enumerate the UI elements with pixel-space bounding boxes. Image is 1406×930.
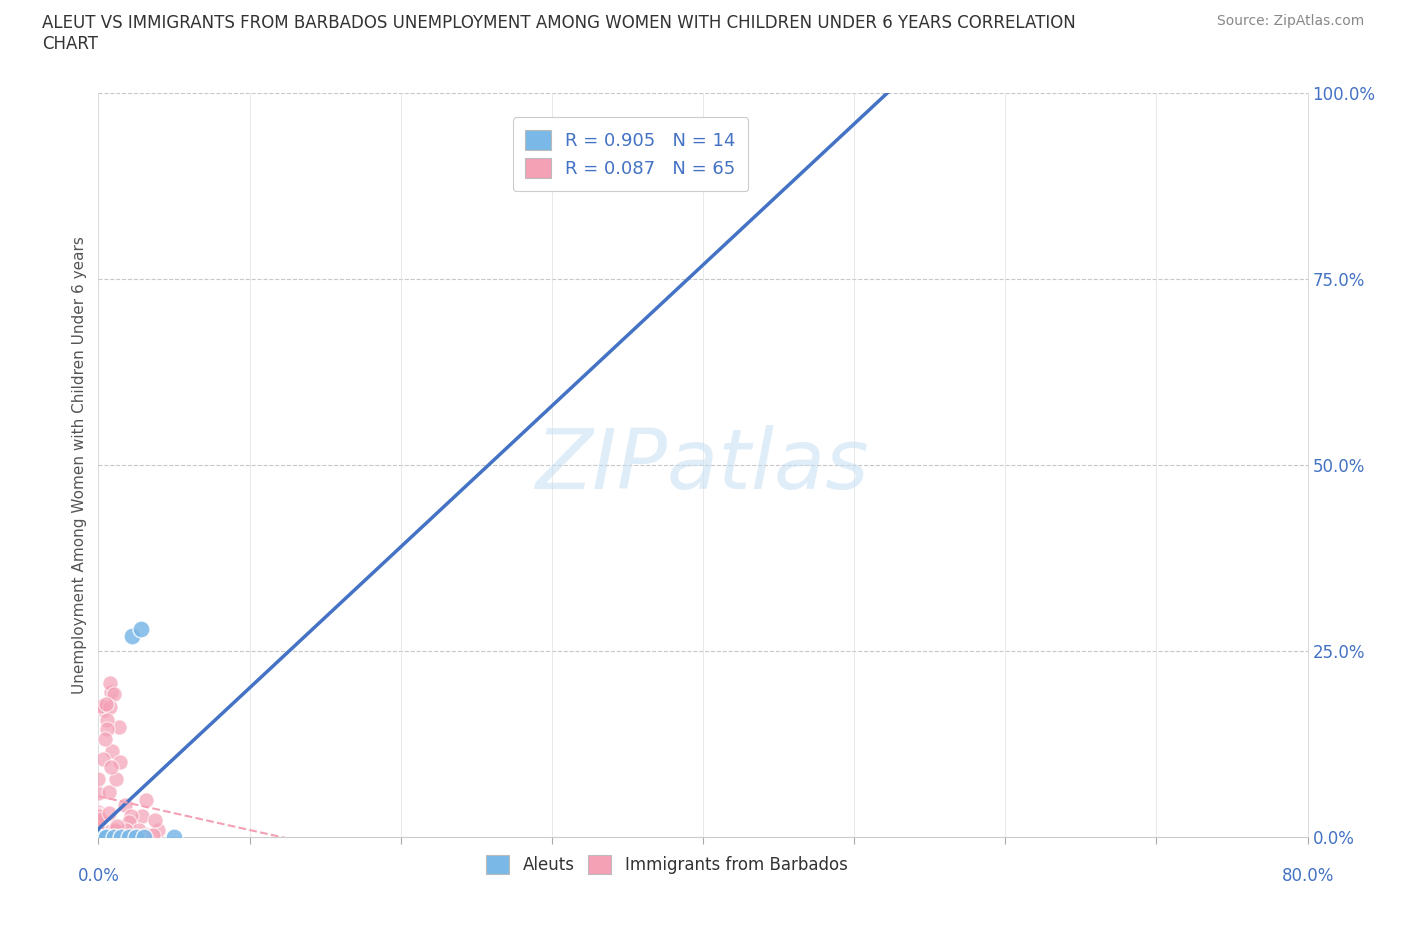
- Point: [87, 828, 110, 843]
- Point: [98, 805, 121, 820]
- Point: [110, 825, 132, 840]
- Point: [87, 808, 110, 823]
- Text: 0.0%: 0.0%: [77, 867, 120, 884]
- Point: [120, 809, 142, 824]
- Point: [91, 826, 114, 841]
- Point: [128, 822, 150, 837]
- Y-axis label: Unemployment Among Women with Children Under 6 years: Unemployment Among Women with Children U…: [72, 236, 87, 694]
- Point: [93, 731, 115, 746]
- Point: [93, 702, 115, 717]
- Point: [87, 830, 110, 844]
- Point: [87, 806, 110, 821]
- Point: [87, 786, 110, 801]
- Point: [87, 823, 110, 838]
- Point: [136, 828, 159, 843]
- Text: ALEUT VS IMMIGRANTS FROM BARBADOS UNEMPLOYMENT AMONG WOMEN WITH CHILDREN UNDER 6: ALEUT VS IMMIGRANTS FROM BARBADOS UNEMPL…: [42, 14, 1076, 32]
- Point: [135, 792, 157, 807]
- Point: [87, 813, 110, 828]
- Point: [87, 772, 110, 787]
- Point: [118, 830, 141, 844]
- Point: [114, 823, 136, 838]
- Point: [94, 830, 117, 844]
- Point: [87, 830, 110, 844]
- Point: [87, 807, 110, 822]
- Point: [94, 697, 117, 711]
- Point: [94, 830, 117, 844]
- Point: [103, 830, 125, 844]
- Point: [87, 818, 110, 833]
- Point: [104, 823, 127, 838]
- Point: [87, 811, 110, 826]
- Text: 80.0%: 80.0%: [1281, 867, 1334, 884]
- Point: [100, 824, 122, 839]
- Text: Source: ZipAtlas.com: Source: ZipAtlas.com: [1216, 14, 1364, 28]
- Point: [103, 686, 125, 701]
- Point: [87, 830, 110, 844]
- Point: [87, 830, 110, 844]
- Point: [87, 806, 110, 821]
- Point: [121, 629, 143, 644]
- Point: [98, 699, 121, 714]
- Point: [87, 819, 110, 834]
- Point: [90, 698, 112, 713]
- Point: [87, 810, 110, 825]
- Point: [142, 828, 165, 843]
- Point: [132, 830, 155, 844]
- Point: [98, 676, 121, 691]
- Point: [87, 816, 110, 830]
- Point: [87, 819, 110, 834]
- Point: [117, 815, 139, 830]
- Point: [87, 816, 110, 830]
- Point: [125, 830, 148, 844]
- Point: [104, 823, 127, 838]
- Text: CHART: CHART: [42, 35, 98, 53]
- Point: [96, 722, 118, 737]
- Point: [91, 825, 114, 840]
- Point: [107, 818, 129, 833]
- Point: [104, 771, 127, 786]
- Point: [87, 819, 110, 834]
- Point: [114, 797, 136, 812]
- Legend: Aleuts, Immigrants from Barbados: Aleuts, Immigrants from Barbados: [479, 848, 855, 881]
- Point: [146, 822, 169, 837]
- Point: [129, 621, 152, 636]
- Text: ZIPatlas: ZIPatlas: [536, 424, 870, 506]
- Point: [89, 812, 111, 827]
- Point: [108, 754, 131, 769]
- Point: [101, 744, 124, 759]
- Point: [91, 751, 114, 766]
- Point: [91, 827, 114, 842]
- Point: [98, 784, 121, 799]
- Point: [100, 684, 122, 699]
- Point: [163, 830, 186, 844]
- Point: [110, 830, 132, 844]
- Point: [87, 818, 110, 833]
- Point: [87, 821, 110, 836]
- Point: [87, 804, 110, 819]
- Point: [100, 760, 122, 775]
- Point: [143, 813, 166, 828]
- Point: [104, 826, 127, 841]
- Point: [108, 719, 131, 734]
- Point: [96, 712, 118, 727]
- Point: [87, 829, 110, 844]
- Point: [87, 819, 110, 834]
- Point: [131, 808, 153, 823]
- Point: [87, 830, 110, 844]
- Point: [87, 826, 110, 841]
- Point: [118, 828, 141, 843]
- Point: [87, 821, 110, 836]
